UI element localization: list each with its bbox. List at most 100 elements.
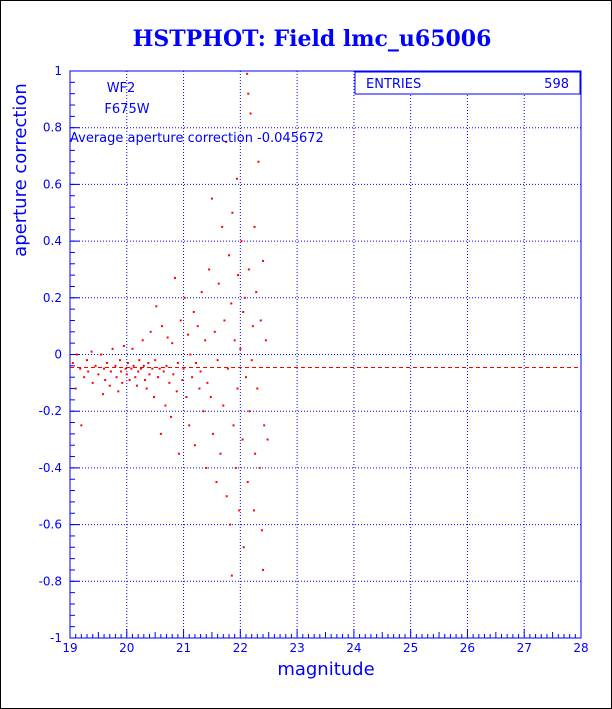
data-point <box>101 393 104 396</box>
data-point <box>74 387 77 390</box>
data-point <box>142 364 145 367</box>
data-point <box>239 347 242 350</box>
data-point <box>131 347 134 350</box>
filter-label: F675W <box>104 102 149 117</box>
data-point <box>230 302 233 305</box>
data-point <box>135 384 138 387</box>
data-point <box>185 396 188 399</box>
data-point <box>126 362 129 365</box>
data-point <box>198 387 201 390</box>
data-point <box>229 523 232 526</box>
data-point <box>251 325 254 328</box>
data-point <box>105 362 108 365</box>
data-point <box>83 376 86 379</box>
data-point <box>100 353 103 356</box>
y-tick-label: 0.2 <box>43 291 62 305</box>
data-point <box>188 424 191 427</box>
x-tick-label: 24 <box>346 641 361 655</box>
data-point <box>235 177 238 180</box>
data-point <box>164 404 167 407</box>
data-point <box>215 481 218 484</box>
data-point <box>87 370 90 373</box>
data-point <box>256 387 259 390</box>
data-point <box>189 353 192 356</box>
data-point <box>86 359 89 362</box>
data-point <box>145 387 148 390</box>
data-point <box>149 330 152 333</box>
data-point <box>158 367 161 370</box>
data-point <box>182 367 185 370</box>
data-point <box>171 342 174 345</box>
data-point <box>226 367 229 370</box>
data-points <box>71 72 269 577</box>
data-point <box>139 367 142 370</box>
data-point <box>237 274 240 277</box>
data-point <box>138 359 141 362</box>
data-point <box>202 410 205 413</box>
x-tick-label: 28 <box>573 641 588 655</box>
data-point <box>222 404 225 407</box>
data-point <box>125 373 128 376</box>
data-point <box>241 438 244 441</box>
data-point <box>231 211 234 214</box>
data-point <box>162 370 165 373</box>
y-tick-label: -0.6 <box>39 518 62 532</box>
axis-ticks: 19 20 21 22 23 24 25 26 27 28 -1 -0.8 -0.6 -0.4 -0.2 0 0… <box>39 64 589 655</box>
y-tick-label: 1 <box>54 64 62 78</box>
data-point <box>250 359 253 362</box>
data-point <box>257 160 260 163</box>
data-point <box>168 381 171 384</box>
data-point <box>147 362 150 365</box>
y-tick-label: -0.2 <box>39 404 62 418</box>
data-point <box>263 424 266 427</box>
data-point <box>248 410 251 413</box>
data-point <box>71 362 74 365</box>
data-point <box>122 344 125 347</box>
grid-lines <box>70 71 581 638</box>
data-point <box>181 379 184 382</box>
data-point <box>260 529 263 532</box>
data-point <box>159 432 162 435</box>
x-tick-label: 19 <box>62 641 77 655</box>
data-point <box>259 319 262 322</box>
data-point <box>225 495 228 498</box>
data-point <box>232 424 235 427</box>
data-point <box>193 444 196 447</box>
data-point <box>210 197 213 200</box>
x-tick-label: 21 <box>176 641 191 655</box>
x-tick-label: 27 <box>517 641 532 655</box>
data-point <box>216 359 219 362</box>
data-point <box>179 319 182 322</box>
data-point <box>246 72 249 75</box>
data-point <box>97 373 100 376</box>
y-axis-label: aperture correction <box>10 83 31 257</box>
data-point <box>225 140 228 143</box>
y-tick-label: 0.8 <box>43 121 62 135</box>
data-point <box>233 339 236 342</box>
entries-label: ENTRIES <box>366 77 421 92</box>
data-point <box>258 466 261 469</box>
data-point <box>238 509 241 512</box>
x-tick-label: 25 <box>403 641 418 655</box>
data-point <box>236 387 239 390</box>
data-point <box>176 362 179 365</box>
data-point <box>255 291 258 294</box>
data-point <box>205 466 208 469</box>
data-point <box>79 367 82 370</box>
data-point <box>247 268 250 271</box>
data-point <box>242 546 245 549</box>
data-point <box>247 92 250 95</box>
data-point <box>166 336 169 339</box>
data-point <box>242 310 245 313</box>
data-point <box>80 424 83 427</box>
data-point <box>137 370 140 373</box>
chip-label: WF2 <box>107 81 136 96</box>
data-point <box>209 396 212 399</box>
data-point <box>191 376 194 379</box>
entries-value: 598 <box>544 77 569 92</box>
data-point <box>234 466 237 469</box>
y-tick-label: 0.6 <box>43 177 62 191</box>
data-point <box>153 396 156 399</box>
data-point <box>249 112 252 115</box>
